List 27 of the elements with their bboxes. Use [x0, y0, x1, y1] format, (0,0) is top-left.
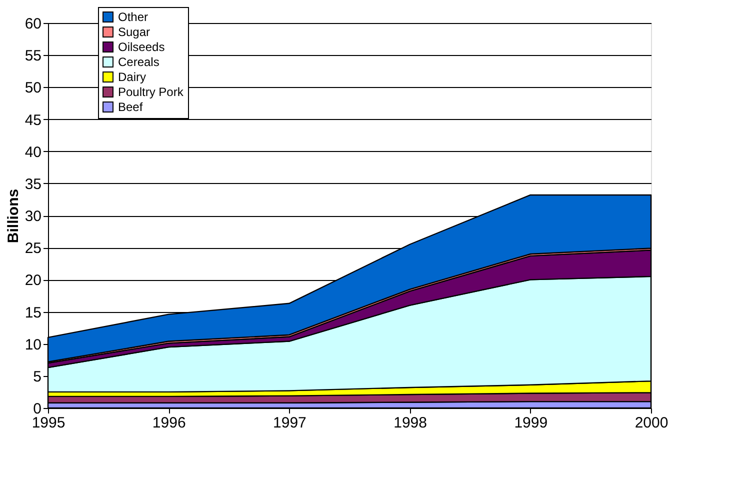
legend-label: Sugar	[118, 25, 150, 39]
y-tick-label: 55	[24, 48, 42, 65]
x-tick-label: 1997	[273, 414, 306, 432]
y-tick-label: 25	[24, 240, 42, 258]
legend-label: Beef	[118, 100, 144, 114]
x-tick-label: 1996	[152, 414, 186, 432]
y-tick-label: 20	[24, 272, 42, 290]
y-tick-label: 60	[24, 16, 42, 32]
legend-label: Other	[118, 10, 148, 24]
y-tick-label: 35	[24, 176, 42, 193]
y-tick-label: 30	[24, 208, 42, 225]
legend-label: Cereals	[118, 55, 160, 69]
y-tick-label: 45	[24, 112, 42, 129]
x-tick-label: 1995	[32, 414, 66, 432]
y-tick-label: 0	[33, 400, 42, 418]
y-tick-label: 10	[24, 336, 42, 354]
legend-label: Dairy	[118, 70, 146, 84]
y-axis-title: Billions	[4, 188, 22, 244]
legend-label: Oilseeds	[118, 40, 165, 54]
y-tick-label: 40	[24, 144, 42, 161]
legend-label: Poultry Pork	[118, 85, 184, 99]
x-tick-label: 1999	[514, 414, 548, 432]
y-tick-label: 50	[24, 80, 42, 97]
y-tick-label: 15	[24, 304, 42, 322]
y-tick-label: 5	[33, 368, 42, 386]
x-tick-label: 2000	[634, 414, 668, 432]
x-tick-label: 1998	[394, 414, 427, 432]
